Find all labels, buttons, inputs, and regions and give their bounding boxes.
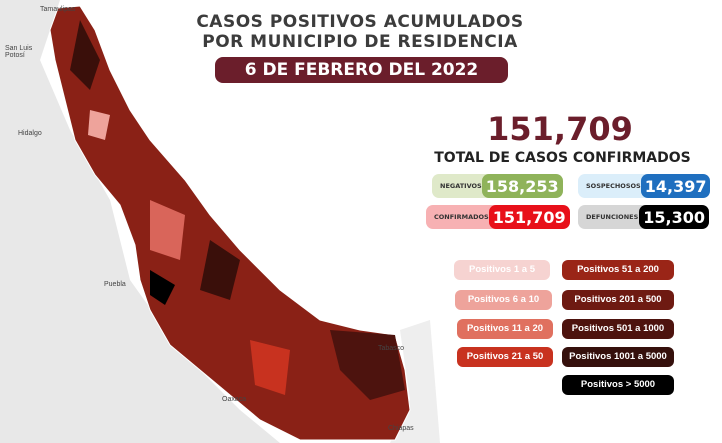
label-chiapas: Chiapas — [388, 425, 414, 432]
neighbor-states — [0, 0, 280, 443]
label-oaxaca: Oaxaca — [222, 396, 247, 403]
municipality-region — [150, 200, 185, 260]
legend-5000-plus: Positivos > 5000 — [562, 375, 674, 395]
stat-negativos: NEGATIVOS 158,253 — [432, 174, 563, 198]
municipality-region — [200, 240, 240, 300]
legend-51-200: Positivos 51 a 200 — [562, 260, 674, 280]
veracruz-state — [49, 5, 411, 441]
stat-label: NEGATIVOS — [440, 182, 482, 190]
label-tamaulipas: Tamaulipas — [40, 6, 76, 13]
title-line-2: POR MUNICIPIO DE RESIDENCIA — [202, 32, 518, 52]
label-tabasco: Tabasco — [378, 345, 405, 352]
title-line-1: CASOS POSITIVOS ACUMULADOS — [196, 12, 524, 32]
municipality-region — [150, 270, 175, 305]
stat-confirmados: CONFIRMADOS 151,709 — [426, 205, 570, 229]
legend-1001-5000: Positivos 1001 a 5000 — [562, 347, 674, 367]
legend-21-50: Positivos 21 a 50 — [457, 347, 553, 367]
stat-label: SOSPECHOSOS — [586, 182, 641, 190]
stat-label: DEFUNCIONES — [586, 213, 639, 221]
legend-6-10: Positivos 6 a 10 — [455, 290, 552, 310]
municipality-region — [330, 330, 405, 400]
legend-11-20: Positivos 11 a 20 — [457, 319, 553, 339]
stat-label: CONFIRMADOS — [434, 213, 489, 221]
stat-value: 151,709 — [488, 205, 570, 229]
stat-value: 15,300 — [639, 205, 709, 229]
stat-value: 14,397 — [640, 174, 711, 198]
veracruz-map — [0, 0, 440, 443]
legend-501-1000: Positivos 501 a 1000 — [562, 319, 674, 339]
total-cases: 151,709 — [487, 110, 633, 148]
page-title: CASOS POSITIVOS ACUMULADOS POR MUNICIPIO … — [190, 12, 530, 52]
stat-defunciones: DEFUNCIONES 15,300 — [578, 205, 709, 229]
total-label: TOTAL DE CASOS CONFIRMADOS — [434, 150, 691, 166]
legend-201-500: Positivos 201 a 500 — [562, 290, 674, 310]
stat-sospechosos: SOSPECHOSOS 14,397 — [578, 174, 711, 198]
legend-1-5: Positivos 1 a 5 — [454, 260, 550, 280]
municipality-region — [70, 20, 100, 90]
date-banner: 6 DE FEBRERO DEL 2022 — [215, 57, 508, 83]
stat-value: 158,253 — [481, 174, 563, 198]
label-puebla: Puebla — [104, 281, 126, 288]
label-slp: San Luis Potosí — [5, 45, 33, 59]
label-hidalgo: Hidalgo — [18, 130, 42, 137]
municipality-region — [88, 110, 110, 140]
municipality-region — [250, 340, 290, 395]
neighbor-east — [390, 320, 440, 443]
